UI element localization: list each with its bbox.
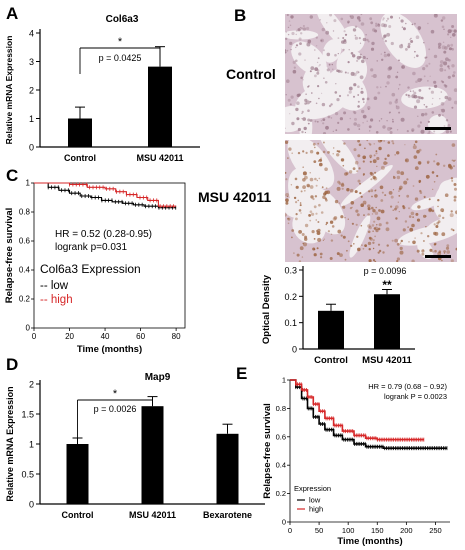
y-axis-label: Relapse-free survival bbox=[262, 403, 273, 499]
panel-label-b: B bbox=[234, 6, 247, 25]
scale-bar-msu42011 bbox=[425, 255, 451, 258]
survival-curve-low bbox=[34, 182, 177, 209]
category-label: Control bbox=[64, 153, 96, 163]
logrank-text: logrank P = 0.0023 bbox=[384, 392, 447, 401]
panel-label-a: A bbox=[6, 4, 19, 23]
category-label: Control bbox=[314, 355, 348, 366]
significance-stars: ** bbox=[382, 278, 392, 292]
x-tick-label: 80 bbox=[172, 332, 181, 341]
x-tick-label: 100 bbox=[342, 526, 355, 535]
legend-title: Expression bbox=[294, 484, 331, 493]
x-tick-label: 20 bbox=[65, 332, 74, 341]
y-tick-label: 0.2 bbox=[19, 295, 31, 304]
y-tick-label: 1 bbox=[26, 179, 31, 188]
y-tick-label: 1 bbox=[29, 114, 34, 124]
y-tick-label: 0.6 bbox=[276, 432, 286, 441]
y-tick-label: 0.4 bbox=[276, 461, 286, 470]
significance-star: * bbox=[118, 36, 123, 48]
bar-1 bbox=[68, 118, 92, 147]
x-axis-label: Time (months) bbox=[337, 536, 402, 547]
x-axis-label: Time (months) bbox=[77, 344, 142, 355]
bar-3 bbox=[216, 433, 239, 504]
x-tick-label: 50 bbox=[315, 526, 323, 535]
x-tick-label: 150 bbox=[371, 526, 384, 535]
plot-frame bbox=[33, 182, 186, 329]
x-tick-label: 250 bbox=[429, 526, 442, 535]
bar-2 bbox=[374, 294, 400, 349]
y-tick-label: 0.4 bbox=[19, 266, 31, 275]
y-tick-label: 0.2 bbox=[276, 489, 286, 498]
legend-entry-high: high bbox=[309, 505, 323, 514]
x-tick-label: 0 bbox=[288, 526, 292, 535]
row-label-msu42011: MSU 42011 bbox=[198, 189, 272, 205]
y-tick-label: 2 bbox=[29, 86, 34, 96]
y-tick-label: 0 bbox=[292, 345, 297, 355]
y-tick-label: 0 bbox=[26, 324, 31, 333]
category-label: MSU 42011 bbox=[136, 153, 183, 163]
y-tick-label: 0.1 bbox=[284, 318, 297, 328]
legend-entry-low: -- low bbox=[40, 280, 69, 292]
bar-2 bbox=[148, 66, 172, 147]
legend-entry-high: -- high bbox=[40, 294, 73, 306]
y-tick-label: 0.8 bbox=[276, 404, 286, 413]
x-tick-label: 60 bbox=[136, 332, 145, 341]
legend-title: Col6a3 Expression bbox=[40, 262, 141, 276]
survival-curve-high bbox=[34, 182, 177, 207]
y-axis-label: Relative mRNA Expression bbox=[5, 386, 15, 501]
chart-title: Col6a3 bbox=[106, 14, 139, 25]
p-value-label: p = 0.0096 bbox=[364, 266, 407, 276]
histology-image-msu42011 bbox=[285, 140, 457, 262]
bar-1 bbox=[318, 310, 344, 349]
p-value-label: p = 0.0425 bbox=[99, 53, 142, 63]
row-label-control: Control bbox=[226, 66, 276, 82]
category-label: Bexarotene bbox=[203, 510, 252, 520]
y-tick-label: 1.5 bbox=[21, 410, 34, 420]
panel-label-e: E bbox=[236, 364, 248, 383]
hazard-ratio-text: HR = 0.52 (0.28-0.95) bbox=[55, 229, 152, 240]
y-tick-label: 4 bbox=[29, 29, 34, 39]
y-axis-label: Optical Density bbox=[261, 274, 272, 344]
y-tick-label: 1 bbox=[29, 440, 34, 450]
category-label: Control bbox=[62, 510, 94, 520]
y-tick-label: 0 bbox=[29, 143, 34, 153]
y-tick-label: 0.3 bbox=[284, 266, 297, 276]
y-tick-label: 2 bbox=[29, 380, 34, 390]
p-value-label: p = 0.0026 bbox=[94, 404, 137, 414]
y-tick-label: 0.5 bbox=[21, 470, 34, 480]
y-tick-label: 0 bbox=[282, 518, 286, 527]
y-axis-label: Relapse-free survival bbox=[4, 208, 15, 304]
x-tick-label: 40 bbox=[101, 332, 110, 341]
y-tick-label: 1 bbox=[282, 376, 286, 385]
y-tick-label: 0.2 bbox=[284, 292, 297, 302]
bar-2 bbox=[141, 406, 164, 504]
y-tick-label: 0.6 bbox=[19, 237, 31, 246]
panel-label-c: C bbox=[6, 166, 19, 185]
y-tick-label: 0.8 bbox=[19, 208, 31, 217]
significance-star: * bbox=[113, 388, 118, 400]
panel-label-d: D bbox=[6, 355, 19, 374]
category-label: MSU 42011 bbox=[362, 355, 412, 366]
hazard-ratio-text: HR = 0.79 (0.68 − 0.92) bbox=[368, 382, 447, 391]
x-tick-label: 0 bbox=[32, 332, 37, 341]
chart-title: Map9 bbox=[145, 372, 171, 383]
scale-bar-control bbox=[425, 127, 451, 130]
survival-curve-high bbox=[290, 379, 424, 441]
y-tick-label: 3 bbox=[29, 57, 34, 67]
y-axis-label: Relative mRNA Expression bbox=[4, 36, 14, 145]
bar-1 bbox=[66, 444, 89, 504]
legend-entry-low: low bbox=[309, 496, 321, 505]
x-tick-label: 200 bbox=[400, 526, 413, 535]
logrank-text: logrank p=0.031 bbox=[55, 242, 127, 253]
survival-curve-low bbox=[290, 379, 448, 449]
y-tick-label: 0 bbox=[29, 500, 34, 510]
category-label: MSU 42011 bbox=[129, 510, 176, 520]
